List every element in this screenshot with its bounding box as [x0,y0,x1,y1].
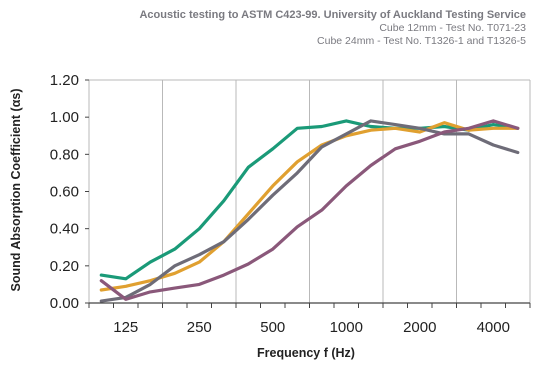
heading-line-1: Acoustic testing to ASTM C423-99. Univer… [139,9,526,21]
y-tick-label: 1.00 [50,109,79,126]
y-tick-label: 0.40 [50,221,79,238]
y-tick-label: 1.20 [50,72,79,89]
y-tick-label: 0.20 [50,258,79,275]
chart-heading: Acoustic testing to ASTM C423-99. Univer… [139,8,526,48]
y-tick-label: 0.00 [50,295,79,312]
y-tick-label: 0.60 [50,184,79,201]
heading-line-2: Cube 12mm - Test No. T071-23 [379,22,526,34]
series-line-2 [99,121,520,292]
y-tick-label: 0.80 [50,146,79,163]
grid-lines [88,79,531,303]
x-tick-label: 125 [113,319,138,336]
y-axis-title: Sound Absorption Coefficient (αs) [9,88,23,291]
x-tick-label: 1000 [330,319,363,336]
x-tick-label: 2000 [403,319,436,336]
x-tick-label: 4000 [477,319,510,336]
heading-line-3: Cube 24mm - Test No. T1326-1 and T1326-5 [317,35,526,47]
series-lines [99,119,520,303]
x-tick-label: 250 [187,319,212,336]
series-line-4 [99,119,520,301]
x-tick-label: 500 [260,319,285,336]
axes [85,79,531,308]
x-axis-title: Frequency f (Hz) [257,346,355,360]
tick-labels: 0.00 0.20 0.40 0.60 0.80 1.00 1.20 125 250 500 100… [50,72,510,336]
series-line-1 [99,119,520,281]
series-line-3 [99,119,520,303]
